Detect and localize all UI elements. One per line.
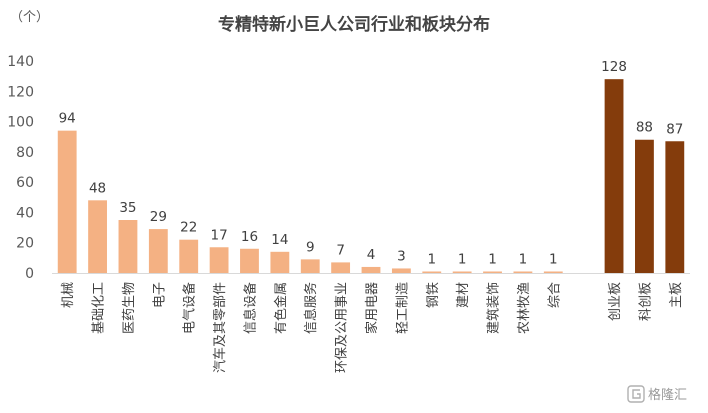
data-label: 7 [336, 242, 345, 258]
bar [300, 259, 320, 273]
value-labels: 94 48 35 29 22 17 16 14 9 7 4 3 1 1 1 1 1 128 88 87 [59, 59, 684, 267]
bar [543, 271, 563, 273]
x-tick-label: 基础化工 [92, 282, 107, 334]
data-label: 4 [367, 247, 376, 263]
x-tick-label: 电气设备 [182, 282, 198, 334]
bar [604, 79, 624, 274]
bar [148, 229, 168, 273]
data-label: 14 [271, 232, 288, 248]
x-tick-label: 有色金属 [273, 282, 289, 334]
data-label: 29 [150, 209, 167, 225]
data-label: 94 [59, 111, 76, 127]
x-tick-label: 汽车及其零部件 [212, 282, 228, 373]
x-tick-label: 信息设备 [242, 282, 258, 334]
data-label: 9 [306, 239, 315, 255]
x-tick-label: 轻工制造 [395, 282, 410, 334]
data-label: 1 [549, 251, 558, 267]
y-tick-label: 60 [16, 175, 34, 191]
y-tick-label: 120 [7, 84, 34, 100]
x-tick-label: 环保及公用事业 [335, 282, 350, 373]
watermark-text: 格隆汇 [648, 387, 687, 403]
x-tick-label: 建材 [456, 282, 471, 308]
x-tick-label: 综合 [547, 282, 562, 308]
x-tick-label: 建筑装饰 [486, 282, 502, 334]
x-tick-label: 钢铁 [426, 282, 441, 308]
y-tick-label: 100 [7, 115, 34, 131]
bar [331, 262, 351, 273]
bar [391, 268, 411, 273]
y-axis: 0 20 40 60 80 100 120 140 [7, 54, 34, 282]
bar [57, 130, 77, 273]
bars [57, 79, 685, 274]
data-label: 48 [89, 180, 106, 196]
x-tick-label: 机械 [61, 282, 76, 308]
bar [665, 141, 685, 273]
x-tick-label: 创业板 [608, 282, 623, 321]
data-label: 88 [636, 120, 653, 136]
bar [452, 271, 472, 273]
data-label: 3 [397, 248, 406, 264]
watermark: 格隆汇 [627, 385, 687, 403]
bar [209, 247, 229, 273]
bar [88, 200, 107, 273]
y-tick-label: 20 [16, 236, 34, 252]
x-axis: 机械 基础化工 医药生物 电子 电气设备 汽车及其零部件 信息设备 有色金属 信息服务 环保及公用… [52, 273, 690, 373]
chart-title: 专精特新小巨人公司行业和板块分布 [218, 14, 490, 35]
bar [422, 271, 442, 273]
bar [483, 271, 502, 273]
data-label: 1 [488, 251, 497, 267]
data-label: 22 [180, 220, 197, 236]
data-label: 1 [458, 251, 467, 267]
bar [179, 239, 199, 273]
data-label: 16 [241, 229, 258, 245]
unit-label: （个） [10, 10, 49, 25]
data-label: 1 [427, 251, 436, 267]
x-tick-label: 主板 [669, 282, 684, 308]
bar [270, 251, 290, 273]
x-tick-label: 科创板 [638, 282, 653, 321]
x-tick-label: 农林牧渔 [517, 282, 532, 334]
x-tick-label: 电子 [152, 282, 167, 308]
bar [635, 139, 654, 273]
bar [361, 266, 381, 273]
x-tick-label: 信息服务 [303, 282, 319, 334]
y-tick-label: 40 [16, 205, 34, 221]
y-tick-label: 140 [7, 54, 34, 70]
bar [118, 220, 138, 273]
y-tick-label: 80 [16, 145, 34, 161]
data-label: 128 [601, 59, 627, 75]
watermark-logo-icon [627, 385, 645, 403]
y-tick-label: 0 [25, 266, 34, 282]
data-label: 17 [211, 227, 228, 243]
x-tick-label: 医药生物 [122, 282, 137, 334]
data-label: 1 [519, 251, 528, 267]
data-label: 87 [666, 121, 683, 137]
bar [513, 271, 533, 273]
bar [240, 248, 259, 273]
data-label: 35 [119, 200, 136, 216]
x-tick-label: 家用电器 [364, 282, 380, 334]
